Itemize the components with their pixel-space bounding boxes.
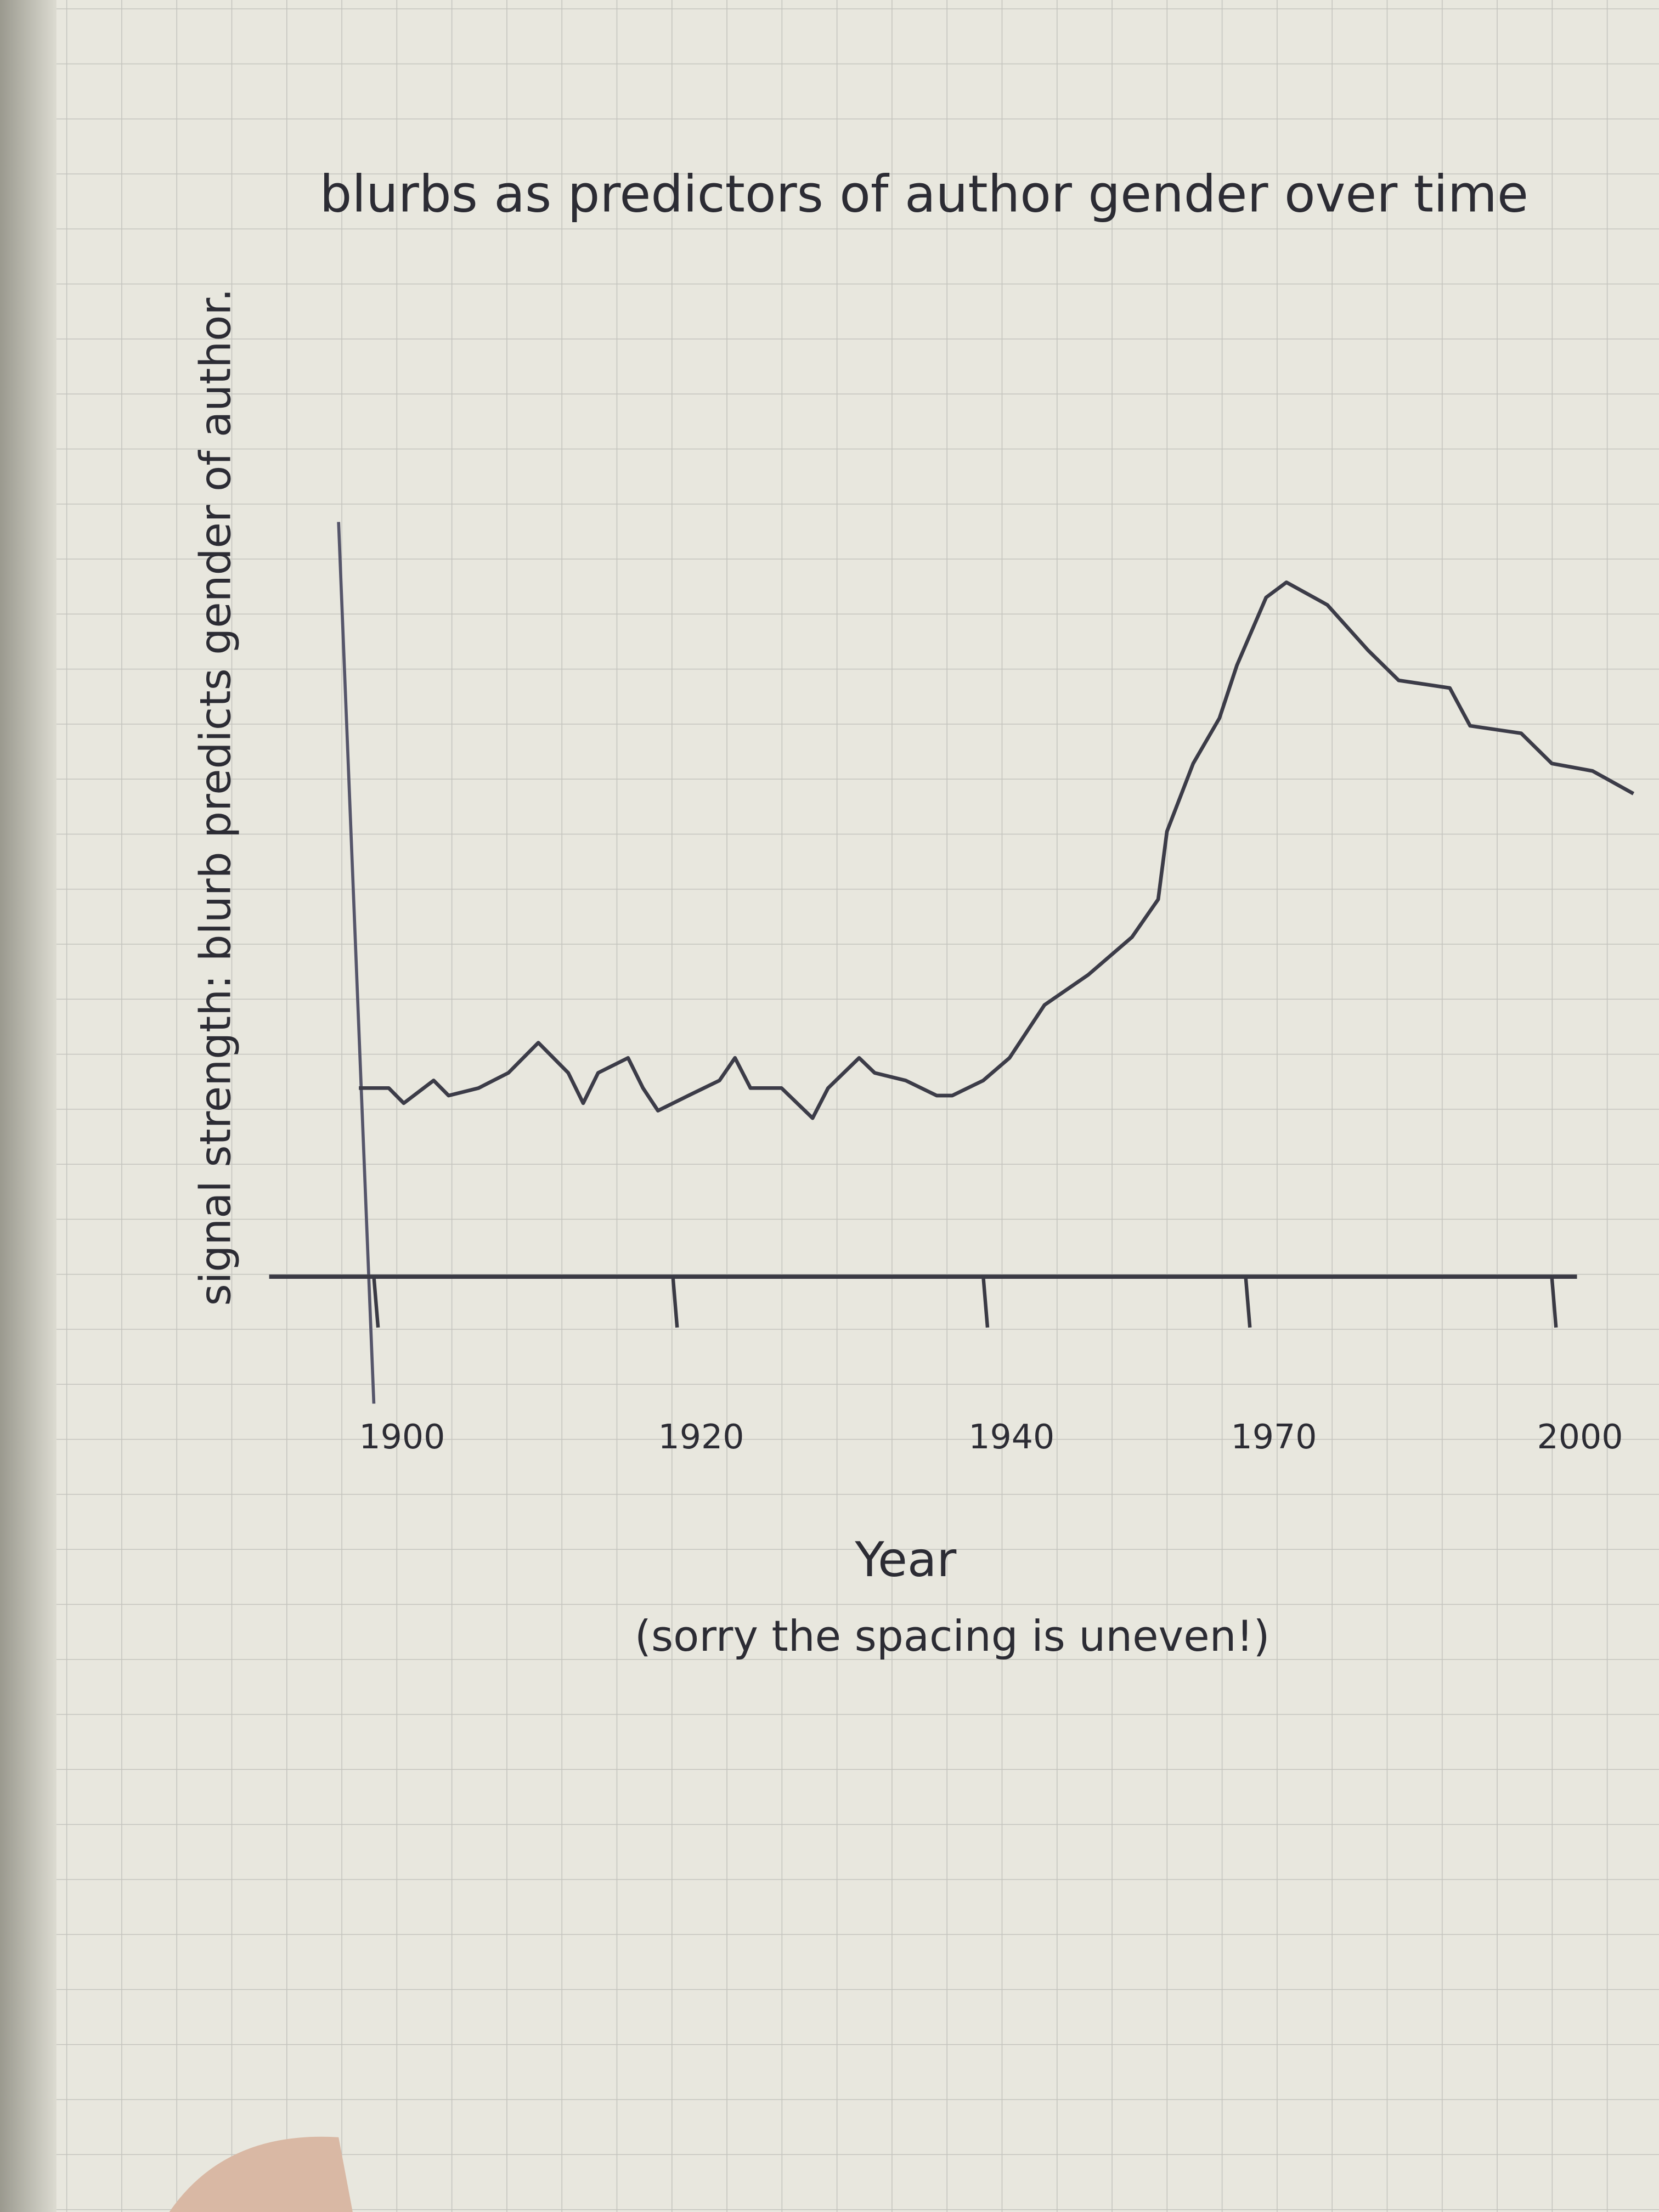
notebook-binding [0,0,57,2212]
x-axis-label: Year [854,1532,956,1588]
x-tick-label: 1900 [359,1417,445,1457]
x-tick [1244,1276,1252,1328]
data-line [359,580,1635,1120]
x-tick-label: 2000 [1537,1417,1623,1457]
y-axis-label: signal strength: blurb predicts gender o… [191,288,241,1306]
thumb [169,2136,353,2212]
annotation: (sorry the spacing is uneven!) [635,1612,1270,1661]
x-tick-label: 1970 [1231,1417,1317,1457]
x-tick-label: 1920 [658,1417,744,1457]
x-tick-label: 1940 [968,1417,1054,1457]
x-tick [1550,1276,1558,1328]
x-tick [671,1276,679,1328]
x-tick [981,1276,990,1328]
y-axis [337,522,376,1404]
chart-title: blurbs as predictors of author gender ov… [320,164,1528,223]
x-tick [372,1276,380,1328]
